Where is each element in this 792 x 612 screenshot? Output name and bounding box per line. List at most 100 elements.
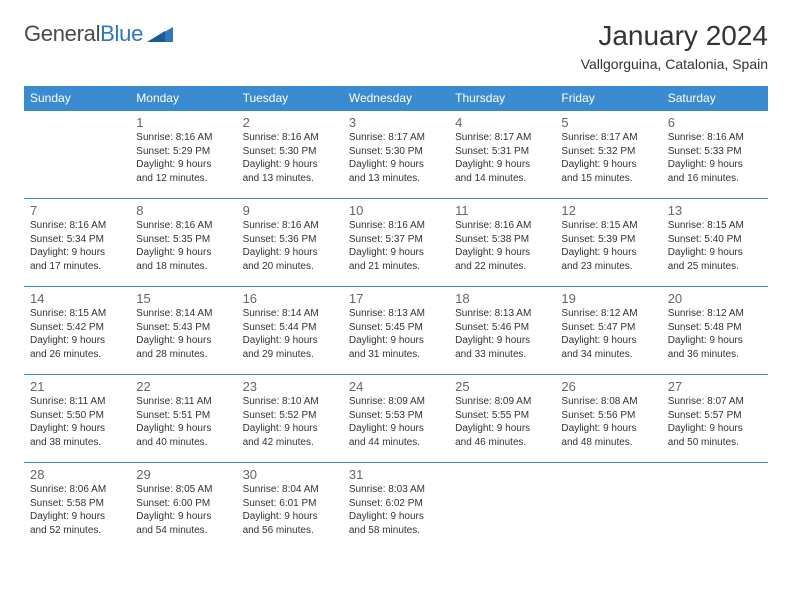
day-sun-info: Sunrise: 8:03 AMSunset: 6:02 PMDaylight:… — [349, 483, 443, 537]
day-info-line: and 28 minutes. — [136, 348, 230, 362]
calendar-page: GeneralBlue January 2024 Vallgorguina, C… — [0, 0, 792, 561]
day-info-line: Sunset: 5:48 PM — [668, 321, 762, 335]
logo-text-blue: Blue — [100, 21, 143, 47]
day-info-line: Daylight: 9 hours — [668, 334, 762, 348]
calendar-cell: 12Sunrise: 8:15 AMSunset: 5:39 PMDayligh… — [555, 199, 661, 287]
day-info-line: and 29 minutes. — [243, 348, 337, 362]
day-info-line: and 12 minutes. — [136, 172, 230, 186]
day-sun-info: Sunrise: 8:16 AMSunset: 5:36 PMDaylight:… — [243, 219, 337, 273]
day-info-line: Sunset: 5:36 PM — [243, 233, 337, 247]
day-info-line: Sunrise: 8:17 AM — [349, 131, 443, 145]
day-info-line: Daylight: 9 hours — [243, 246, 337, 260]
calendar-body: 1Sunrise: 8:16 AMSunset: 5:29 PMDaylight… — [24, 111, 768, 551]
day-info-line: Daylight: 9 hours — [455, 334, 549, 348]
calendar-cell — [662, 463, 768, 551]
day-info-line: and 52 minutes. — [30, 524, 124, 538]
day-sun-info: Sunrise: 8:13 AMSunset: 5:45 PMDaylight:… — [349, 307, 443, 361]
day-info-line: Daylight: 9 hours — [136, 334, 230, 348]
day-info-line: Sunset: 5:38 PM — [455, 233, 549, 247]
calendar-cell: 31Sunrise: 8:03 AMSunset: 6:02 PMDayligh… — [343, 463, 449, 551]
calendar-cell: 5Sunrise: 8:17 AMSunset: 5:32 PMDaylight… — [555, 111, 661, 199]
day-info-line: Sunset: 6:00 PM — [136, 497, 230, 511]
day-number: 6 — [668, 115, 762, 130]
day-info-line: Daylight: 9 hours — [455, 158, 549, 172]
day-number: 10 — [349, 203, 443, 218]
day-sun-info: Sunrise: 8:06 AMSunset: 5:58 PMDaylight:… — [30, 483, 124, 537]
day-info-line: Sunrise: 8:04 AM — [243, 483, 337, 497]
day-info-line: Sunset: 5:57 PM — [668, 409, 762, 423]
day-number: 31 — [349, 467, 443, 482]
day-info-line: and 36 minutes. — [668, 348, 762, 362]
day-info-line: Daylight: 9 hours — [561, 246, 655, 260]
day-info-line: Sunrise: 8:12 AM — [561, 307, 655, 321]
day-number: 23 — [243, 379, 337, 394]
day-sun-info: Sunrise: 8:08 AMSunset: 5:56 PMDaylight:… — [561, 395, 655, 449]
day-sun-info: Sunrise: 8:12 AMSunset: 5:47 PMDaylight:… — [561, 307, 655, 361]
calendar-cell: 30Sunrise: 8:04 AMSunset: 6:01 PMDayligh… — [237, 463, 343, 551]
month-title: January 2024 — [581, 20, 768, 52]
day-info-line: and 23 minutes. — [561, 260, 655, 274]
day-number: 28 — [30, 467, 124, 482]
day-number: 13 — [668, 203, 762, 218]
day-info-line: and 54 minutes. — [136, 524, 230, 538]
day-info-line: Daylight: 9 hours — [136, 158, 230, 172]
day-info-line: Sunrise: 8:09 AM — [455, 395, 549, 409]
calendar-cell: 14Sunrise: 8:15 AMSunset: 5:42 PMDayligh… — [24, 287, 130, 375]
logo: GeneralBlue — [24, 20, 173, 48]
day-info-line: Daylight: 9 hours — [30, 422, 124, 436]
day-sun-info: Sunrise: 8:14 AMSunset: 5:44 PMDaylight:… — [243, 307, 337, 361]
day-info-line: and 22 minutes. — [455, 260, 549, 274]
day-info-line: Daylight: 9 hours — [561, 158, 655, 172]
weekday-header: Saturday — [662, 86, 768, 111]
day-info-line: Daylight: 9 hours — [349, 246, 443, 260]
calendar-cell: 19Sunrise: 8:12 AMSunset: 5:47 PMDayligh… — [555, 287, 661, 375]
day-info-line: Daylight: 9 hours — [30, 246, 124, 260]
logo-text-general: General — [24, 21, 100, 47]
day-info-line: and 31 minutes. — [349, 348, 443, 362]
day-info-line: Sunset: 5:37 PM — [349, 233, 443, 247]
location-label: Vallgorguina, Catalonia, Spain — [581, 56, 768, 72]
weekday-header: Tuesday — [237, 86, 343, 111]
calendar-week-row: 21Sunrise: 8:11 AMSunset: 5:50 PMDayligh… — [24, 375, 768, 463]
day-info-line: Sunrise: 8:16 AM — [668, 131, 762, 145]
day-number: 3 — [349, 115, 443, 130]
day-number: 29 — [136, 467, 230, 482]
day-number: 1 — [136, 115, 230, 130]
day-info-line: and 46 minutes. — [455, 436, 549, 450]
calendar-cell: 18Sunrise: 8:13 AMSunset: 5:46 PMDayligh… — [449, 287, 555, 375]
day-info-line: and 26 minutes. — [30, 348, 124, 362]
day-sun-info: Sunrise: 8:05 AMSunset: 6:00 PMDaylight:… — [136, 483, 230, 537]
day-sun-info: Sunrise: 8:17 AMSunset: 5:30 PMDaylight:… — [349, 131, 443, 185]
day-info-line: Daylight: 9 hours — [455, 246, 549, 260]
day-number: 7 — [30, 203, 124, 218]
day-info-line: Sunset: 5:35 PM — [136, 233, 230, 247]
day-info-line: Sunset: 5:47 PM — [561, 321, 655, 335]
day-number: 22 — [136, 379, 230, 394]
day-info-line: Sunset: 5:29 PM — [136, 145, 230, 159]
day-info-line: Daylight: 9 hours — [349, 334, 443, 348]
day-number: 21 — [30, 379, 124, 394]
day-info-line: Daylight: 9 hours — [243, 334, 337, 348]
day-info-line: Daylight: 9 hours — [243, 422, 337, 436]
day-info-line: Sunset: 5:34 PM — [30, 233, 124, 247]
day-info-line: Sunrise: 8:03 AM — [349, 483, 443, 497]
day-info-line: Sunrise: 8:16 AM — [136, 131, 230, 145]
day-info-line: Sunset: 5:32 PM — [561, 145, 655, 159]
day-info-line: and 21 minutes. — [349, 260, 443, 274]
day-sun-info: Sunrise: 8:11 AMSunset: 5:51 PMDaylight:… — [136, 395, 230, 449]
day-info-line: and 25 minutes. — [668, 260, 762, 274]
day-info-line: Sunrise: 8:15 AM — [30, 307, 124, 321]
day-number: 26 — [561, 379, 655, 394]
day-info-line: and 16 minutes. — [668, 172, 762, 186]
day-sun-info: Sunrise: 8:17 AMSunset: 5:32 PMDaylight:… — [561, 131, 655, 185]
day-info-line: Sunrise: 8:13 AM — [349, 307, 443, 321]
day-sun-info: Sunrise: 8:16 AMSunset: 5:33 PMDaylight:… — [668, 131, 762, 185]
calendar-cell: 28Sunrise: 8:06 AMSunset: 5:58 PMDayligh… — [24, 463, 130, 551]
day-info-line: and 14 minutes. — [455, 172, 549, 186]
calendar-cell: 7Sunrise: 8:16 AMSunset: 5:34 PMDaylight… — [24, 199, 130, 287]
day-sun-info: Sunrise: 8:11 AMSunset: 5:50 PMDaylight:… — [30, 395, 124, 449]
day-info-line: Sunrise: 8:16 AM — [349, 219, 443, 233]
day-info-line: Sunrise: 8:08 AM — [561, 395, 655, 409]
day-info-line: Sunrise: 8:17 AM — [455, 131, 549, 145]
calendar-table: Sunday Monday Tuesday Wednesday Thursday… — [24, 86, 768, 551]
